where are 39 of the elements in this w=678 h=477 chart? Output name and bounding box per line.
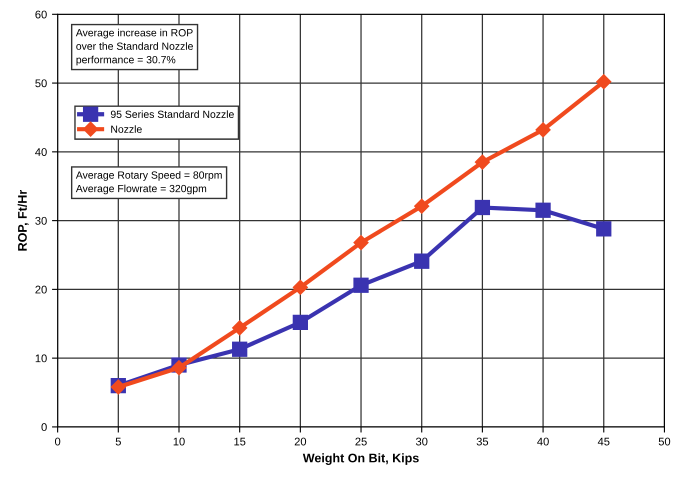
point: [292, 280, 308, 295]
y-tick-label: 40: [35, 148, 47, 156]
y-tick-label: 60: [35, 10, 47, 18]
point: [474, 154, 490, 170]
x-tick-label: 40: [537, 438, 549, 446]
point: [171, 360, 187, 376]
point: [474, 200, 490, 216]
x-tick-label: 0: [54, 438, 60, 446]
y-tick-label: 20: [35, 286, 47, 294]
legend-label: Nozzle: [111, 125, 142, 133]
x-tick-label: 45: [598, 438, 610, 446]
annotation: Average increase in ROP over the Standard Nozzle performance = 30.7%: [76, 28, 193, 66]
x-tick-label: 5: [116, 438, 121, 446]
point: [596, 221, 612, 237]
x-tick-label: 10: [174, 438, 185, 446]
x-tick-label: 30: [416, 438, 428, 446]
point: [353, 235, 369, 250]
x-axis-title: Weight On Bit, Kips: [302, 453, 419, 465]
x-tick-label: 15: [234, 438, 246, 446]
x-tick-label: 25: [355, 438, 367, 446]
annotation: Average Rotary Speed = 80rpm Average Flowrate = 320gpm: [76, 171, 222, 194]
y-tick-label: 10: [36, 354, 47, 362]
point: [232, 320, 248, 336]
point: [536, 122, 551, 138]
point: [353, 278, 369, 293]
point: [414, 198, 430, 214]
y-axis-title: ROP, Ft/Hr: [18, 190, 29, 251]
y-tick-label: 0: [41, 423, 47, 432]
x-tick-label: 35: [476, 438, 488, 446]
y-tick-label: 50: [35, 79, 47, 88]
legend-label: 95 Series Standard Nozzle: [110, 110, 234, 118]
point: [596, 74, 612, 90]
y-tick-label: 30: [35, 216, 47, 225]
x-tick-label: 50: [658, 438, 670, 446]
point: [414, 254, 430, 269]
point: [535, 202, 551, 218]
point: [292, 314, 308, 330]
point: [232, 342, 248, 357]
x-tick-label: 20: [294, 438, 306, 446]
